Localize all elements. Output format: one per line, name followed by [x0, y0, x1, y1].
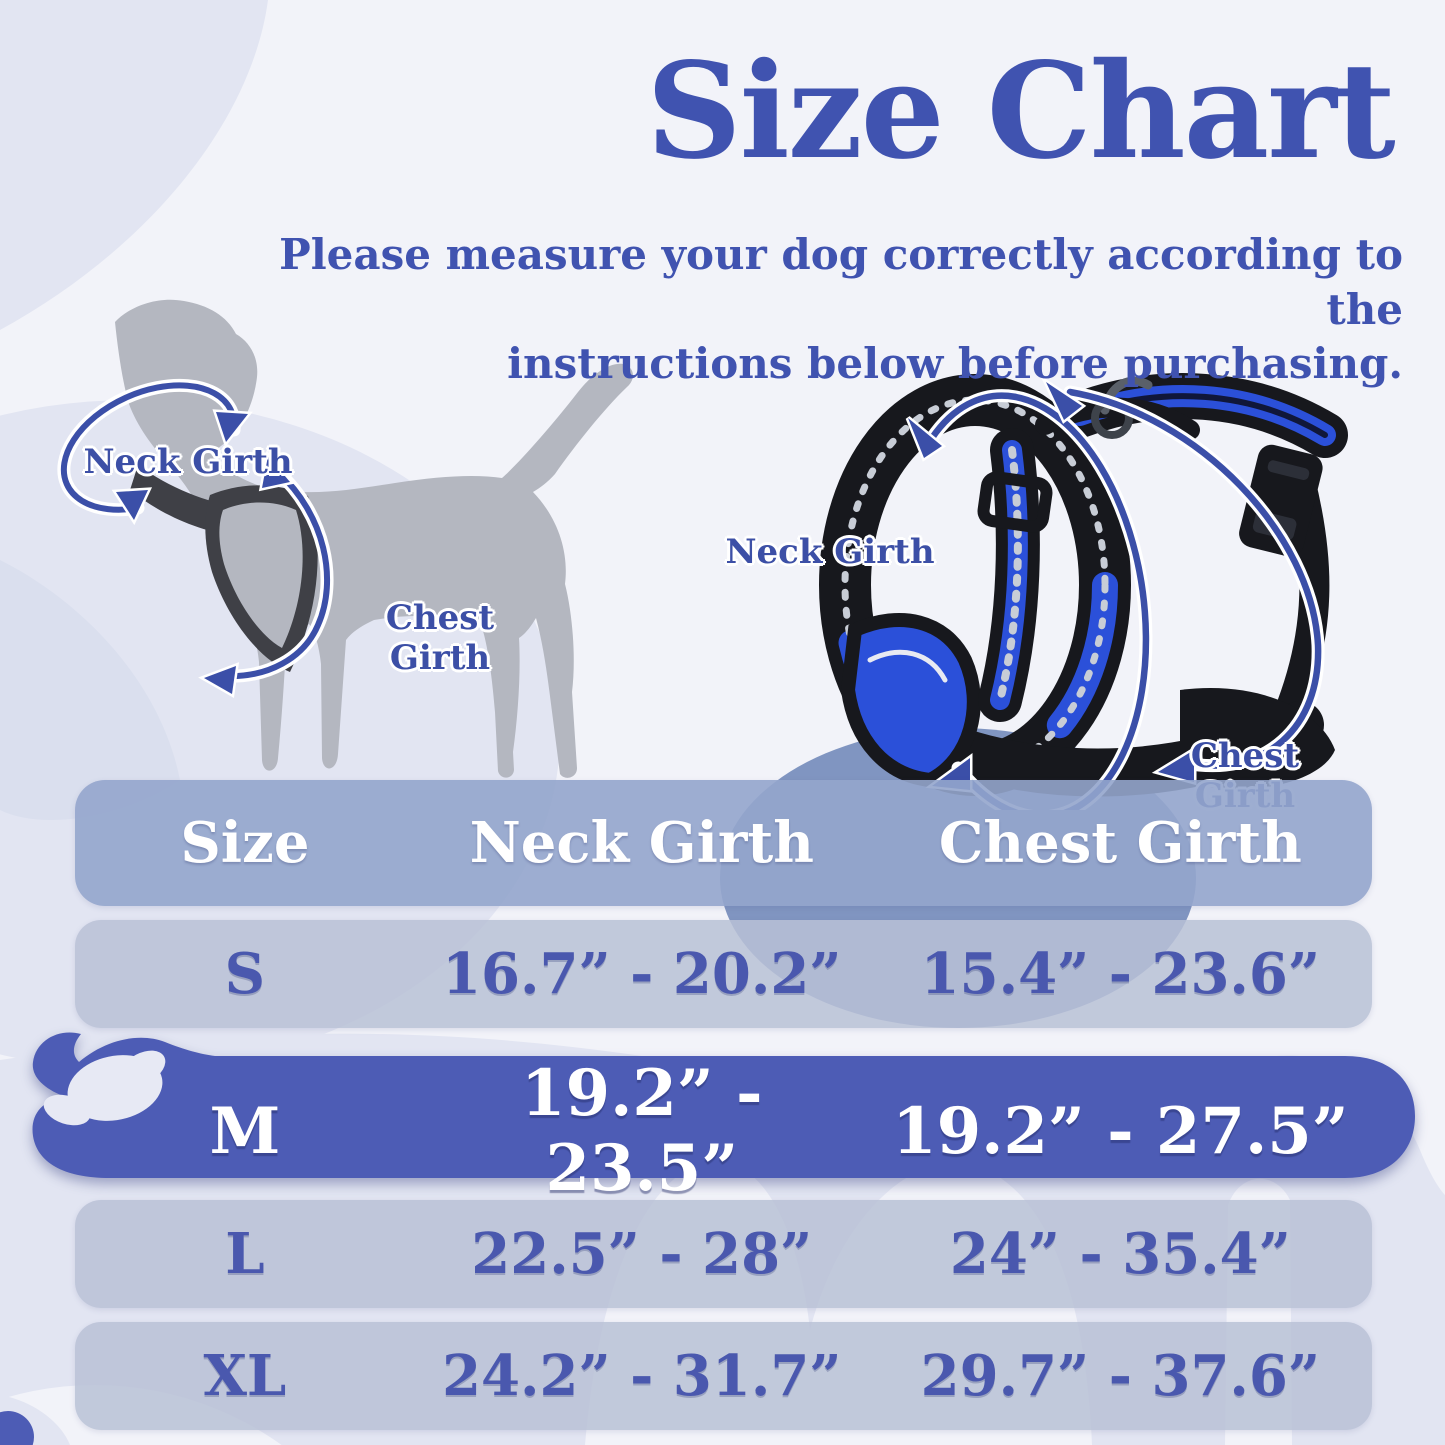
harness-chest-girth-arrow	[1039, 374, 1325, 786]
size-cell: XL	[203, 1343, 287, 1409]
chest-girth-cell: 15.4” - 23.6”	[920, 941, 1321, 1007]
chest-girth-cell: 19.2” - 27.5”	[892, 1093, 1349, 1169]
neck-girth-cell: 16.7” - 20.2”	[442, 941, 842, 1007]
harness-illustration	[819, 373, 1348, 810]
page-subtitle: Please measure your dog correctly accord…	[243, 228, 1403, 392]
dog-chest-girth-arrow	[198, 450, 334, 698]
dog-chest-girth-label: Chest Girth	[385, 598, 495, 678]
page-title: Size Chart	[646, 34, 1395, 189]
harness-neck-girth-label: Neck Girth	[725, 532, 935, 572]
subtitle-line-2: instructions below before purchasing.	[507, 339, 1403, 389]
size-cell: S	[224, 941, 266, 1007]
table-row-l: L 22.5” - 28” 24” - 35.4”	[75, 1200, 1372, 1308]
highlight-pill-with-dog-head	[32, 1032, 1415, 1178]
table-row-s: S 16.7” - 20.2” 15.4” - 23.6”	[75, 920, 1372, 1028]
dog-neck-girth-arrow	[57, 378, 253, 526]
size-table-header: Size Neck Girth Chest Girth	[75, 780, 1372, 906]
column-header-size: Size	[180, 810, 310, 876]
column-header-neck-girth: Neck Girth	[469, 810, 814, 876]
neck-girth-cell: 19.2” - 23.5”	[521, 1056, 763, 1206]
size-cell: M	[209, 1093, 281, 1169]
table-row-xl: XL 24.2” - 31.7” 29.7” - 37.6”	[75, 1322, 1372, 1430]
dog-head-icon	[43, 1050, 166, 1126]
chest-girth-cell: 24” - 35.4”	[949, 1221, 1291, 1287]
neck-girth-cell: 22.5” - 28”	[471, 1221, 813, 1287]
neck-girth-cell: 24.2” - 31.7”	[442, 1343, 842, 1409]
chest-girth-cell: 29.7” - 37.6”	[920, 1343, 1321, 1409]
subtitle-line-1: Please measure your dog correctly accord…	[279, 230, 1403, 334]
column-header-chest-girth: Chest Girth	[938, 810, 1302, 876]
dog-neck-girth-label: Neck Girth	[83, 442, 293, 482]
dog-silhouette	[57, 299, 633, 778]
table-row-m-highlighted: M 19.2” - 23.5” 19.2” - 27.5”	[15, 1026, 1415, 1206]
size-cell: L	[225, 1221, 265, 1287]
